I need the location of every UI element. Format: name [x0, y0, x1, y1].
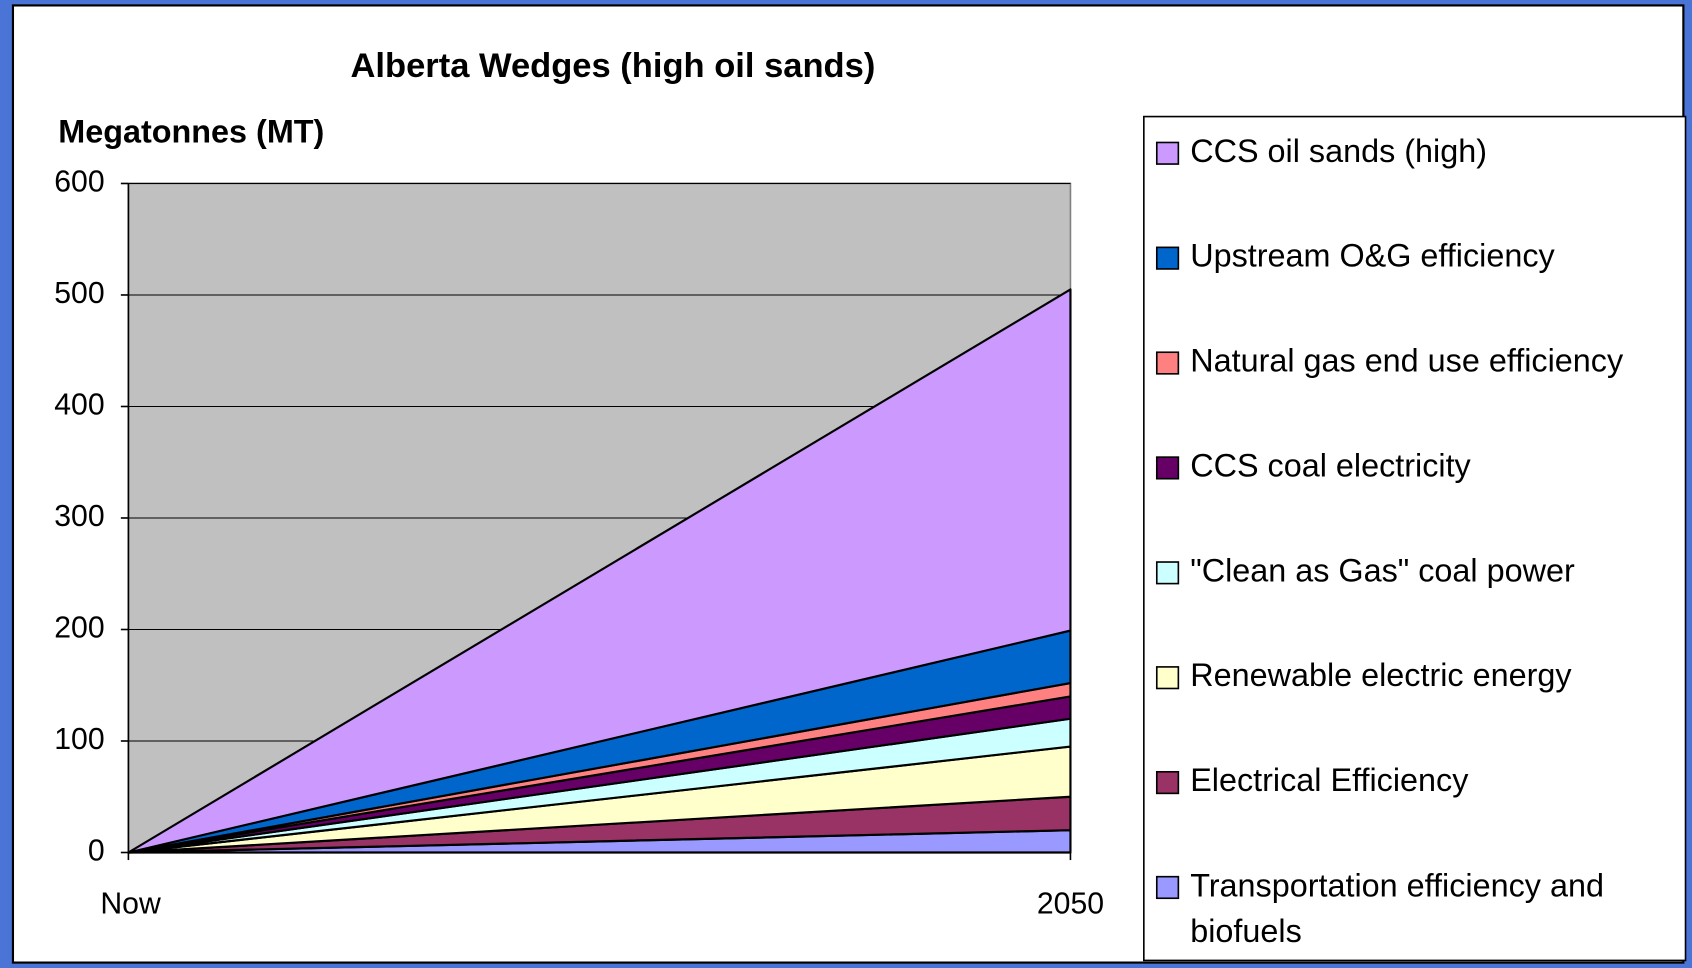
- legend-swatch: [1155, 770, 1180, 795]
- y-tick-label: 500: [54, 277, 104, 310]
- legend-label: Renewable electric energy: [1190, 657, 1572, 693]
- legend-label: "Clean as Gas" coal power: [1190, 552, 1575, 588]
- legend-box: [1143, 115, 1687, 962]
- legend-label: CCS oil sands (high): [1190, 133, 1487, 169]
- legend-swatch: [1155, 875, 1180, 900]
- y-tick-label: 100: [54, 723, 104, 756]
- x-tick-label: Now: [100, 887, 161, 920]
- legend-swatch: [1155, 666, 1180, 690]
- legend-swatch: [1155, 141, 1180, 165]
- area: [127, 288, 1072, 854]
- legend-label: CCS coal electricity: [1190, 447, 1471, 483]
- chart-title: Alberta Wedges (high oil sands): [350, 47, 875, 85]
- legend-swatch: [1155, 561, 1180, 585]
- y-tick-label: 200: [54, 611, 104, 644]
- legend-swatch: [1155, 351, 1180, 375]
- y-tick-label: 0: [88, 834, 105, 867]
- legend-label: Transportation efficiency and biofuels: [1190, 867, 1613, 948]
- y-tick-label: 600: [54, 165, 104, 198]
- y-tick-label: 400: [54, 388, 104, 421]
- legend-label: Electrical Efficiency: [1190, 762, 1469, 798]
- y-tick-label: 300: [54, 500, 104, 533]
- legend-label: Upstream O&G efficiency: [1190, 238, 1555, 274]
- y-axis-label: Megatonnes (MT): [58, 113, 324, 149]
- legend-swatch: [1155, 246, 1180, 270]
- x-tick-label: 2050: [1037, 887, 1104, 920]
- legend-label: Natural gas end use efficiency: [1190, 343, 1624, 379]
- legend-swatch: [1155, 456, 1180, 480]
